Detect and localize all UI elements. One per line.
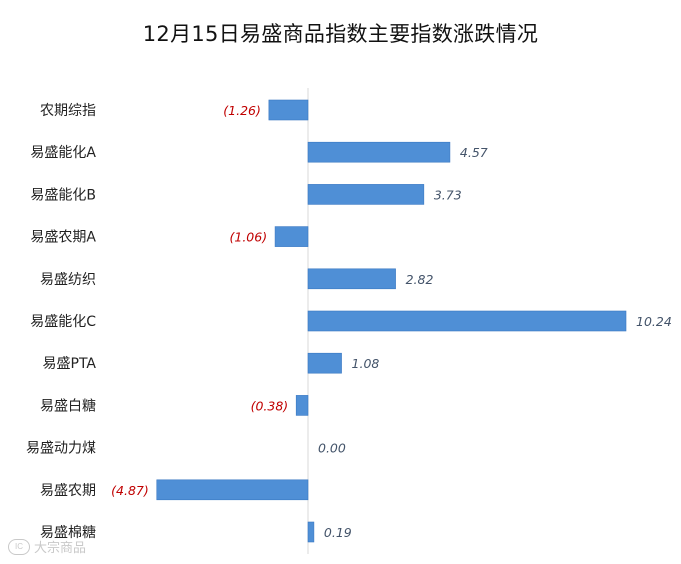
watermark: IC 大宗商品: [8, 537, 86, 556]
data-label: 1.08: [352, 356, 380, 371]
category-label: 易盛棉糖: [40, 524, 96, 541]
data-label: 10.24: [636, 314, 672, 329]
bar: [274, 226, 309, 247]
bar: [295, 395, 309, 416]
category-label: 易盛PTA: [43, 356, 97, 372]
bar: [156, 479, 309, 501]
data-label: (1.26): [223, 103, 261, 118]
data-label: (0.38): [251, 398, 289, 413]
bar: [307, 521, 315, 543]
category-label: 易盛能化A: [30, 145, 96, 161]
category-label: 易盛能化B: [30, 187, 96, 203]
bar: [307, 268, 396, 290]
category-label: 易盛白糖: [40, 398, 96, 414]
category-label: 易盛农期A: [30, 230, 96, 246]
data-label: (1.06): [229, 230, 267, 245]
data-label: 0.19: [324, 525, 352, 540]
bar: [307, 310, 627, 332]
data-label: 4.57: [460, 145, 488, 160]
category-label: 易盛动力煤: [26, 441, 96, 457]
data-label: 3.73: [434, 187, 462, 202]
category-label: 易盛农期: [40, 483, 96, 499]
watermark-logo: IC: [8, 538, 30, 555]
data-label: 0.00: [318, 441, 346, 456]
category-label: 易盛能化C: [30, 314, 96, 330]
bar: [307, 184, 425, 205]
watermark-text: 大宗商品: [34, 540, 87, 555]
bar: [307, 141, 451, 163]
category-label: 易盛纺织: [40, 272, 96, 288]
bar: [307, 352, 342, 374]
data-label: (4.87): [111, 483, 149, 498]
data-label: 2.82: [406, 272, 434, 287]
bar: [268, 99, 309, 121]
category-label: 农期综指: [40, 103, 96, 119]
chart-title: 12月15日易盛商品指数主要指数涨跌情况: [142, 22, 539, 46]
